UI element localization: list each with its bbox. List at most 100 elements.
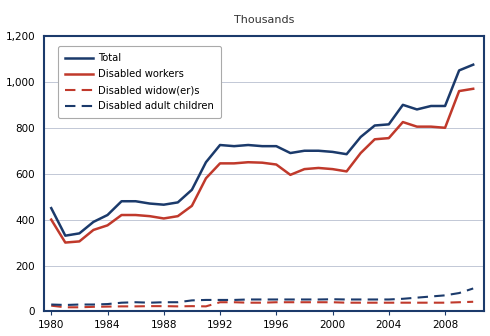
- Disabled adult children: [442, 293, 448, 297]
- Disabled adult children: [161, 300, 167, 304]
- Disabled workers: [62, 241, 68, 245]
- Disabled widow(er)s: [343, 301, 349, 305]
- Disabled widow(er)s: [273, 300, 279, 304]
- Disabled workers: [330, 167, 336, 171]
- Text: Thousands: Thousands: [234, 15, 294, 25]
- Disabled adult children: [175, 300, 181, 304]
- Disabled adult children: [217, 298, 223, 302]
- Disabled adult children: [273, 297, 279, 301]
- Disabled widow(er)s: [245, 301, 251, 305]
- Line: Disabled workers: Disabled workers: [51, 89, 473, 243]
- Disabled widow(er)s: [203, 304, 209, 308]
- Total: [189, 188, 195, 192]
- Total: [456, 69, 462, 73]
- Disabled widow(er)s: [288, 300, 294, 304]
- Disabled widow(er)s: [76, 305, 82, 309]
- Disabled workers: [386, 136, 392, 140]
- Disabled widow(er)s: [400, 301, 406, 305]
- Disabled widow(er)s: [231, 300, 237, 304]
- Total: [147, 202, 153, 206]
- Disabled adult children: [189, 298, 195, 302]
- Disabled widow(er)s: [316, 300, 321, 304]
- Disabled widow(er)s: [414, 301, 420, 305]
- Disabled widow(er)s: [62, 305, 68, 309]
- Disabled workers: [358, 151, 364, 155]
- Disabled workers: [400, 120, 406, 124]
- Disabled adult children: [456, 291, 462, 295]
- Disabled workers: [217, 161, 223, 165]
- Total: [358, 135, 364, 139]
- Disabled widow(er)s: [386, 301, 392, 305]
- Disabled adult children: [62, 303, 68, 307]
- Total: [259, 144, 265, 148]
- Disabled widow(er)s: [259, 301, 265, 305]
- Disabled workers: [49, 218, 54, 222]
- Disabled widow(er)s: [104, 304, 110, 308]
- Disabled workers: [245, 160, 251, 164]
- Disabled widow(er)s: [161, 304, 167, 308]
- Total: [133, 199, 139, 203]
- Total: [119, 199, 124, 203]
- Line: Disabled adult children: Disabled adult children: [51, 289, 473, 305]
- Total: [104, 213, 110, 217]
- Disabled workers: [470, 87, 476, 91]
- Total: [62, 234, 68, 238]
- Total: [301, 149, 307, 153]
- Disabled workers: [147, 214, 153, 218]
- Line: Disabled widow(er)s: Disabled widow(er)s: [51, 302, 473, 307]
- Disabled workers: [372, 137, 378, 141]
- Disabled adult children: [76, 302, 82, 306]
- Total: [76, 232, 82, 236]
- Disabled widow(er)s: [49, 304, 54, 308]
- Legend: Total, Disabled workers, Disabled widow(er)s, Disabled adult children: Total, Disabled workers, Disabled widow(…: [58, 46, 221, 119]
- Total: [288, 151, 294, 155]
- Disabled workers: [203, 176, 209, 180]
- Disabled adult children: [358, 297, 364, 301]
- Disabled workers: [343, 169, 349, 173]
- Disabled workers: [414, 125, 420, 129]
- Disabled workers: [259, 161, 265, 165]
- Disabled widow(er)s: [217, 300, 223, 304]
- Total: [217, 143, 223, 147]
- Disabled adult children: [372, 297, 378, 301]
- Disabled widow(er)s: [175, 304, 181, 308]
- Disabled workers: [442, 126, 448, 130]
- Disabled adult children: [49, 302, 54, 306]
- Disabled adult children: [316, 297, 321, 301]
- Total: [470, 62, 476, 67]
- Line: Total: Total: [51, 65, 473, 236]
- Disabled adult children: [428, 294, 434, 298]
- Disabled widow(er)s: [147, 304, 153, 308]
- Disabled workers: [175, 214, 181, 218]
- Disabled adult children: [104, 302, 110, 306]
- Total: [91, 220, 97, 224]
- Total: [400, 103, 406, 107]
- Total: [386, 122, 392, 126]
- Disabled workers: [161, 216, 167, 220]
- Disabled workers: [104, 223, 110, 227]
- Disabled widow(er)s: [301, 300, 307, 304]
- Disabled adult children: [245, 297, 251, 301]
- Total: [343, 152, 349, 156]
- Disabled workers: [189, 204, 195, 208]
- Disabled widow(er)s: [189, 304, 195, 308]
- Disabled widow(er)s: [330, 300, 336, 304]
- Disabled widow(er)s: [91, 305, 97, 309]
- Disabled adult children: [147, 301, 153, 305]
- Total: [414, 108, 420, 112]
- Disabled workers: [231, 161, 237, 165]
- Disabled workers: [301, 167, 307, 171]
- Disabled adult children: [301, 297, 307, 301]
- Disabled adult children: [133, 300, 139, 304]
- Disabled adult children: [259, 297, 265, 301]
- Disabled workers: [273, 163, 279, 167]
- Disabled adult children: [343, 297, 349, 301]
- Disabled adult children: [470, 287, 476, 291]
- Disabled workers: [456, 89, 462, 93]
- Total: [231, 144, 237, 148]
- Total: [273, 144, 279, 148]
- Total: [428, 104, 434, 108]
- Disabled widow(er)s: [428, 301, 434, 305]
- Disabled workers: [288, 173, 294, 177]
- Total: [49, 206, 54, 210]
